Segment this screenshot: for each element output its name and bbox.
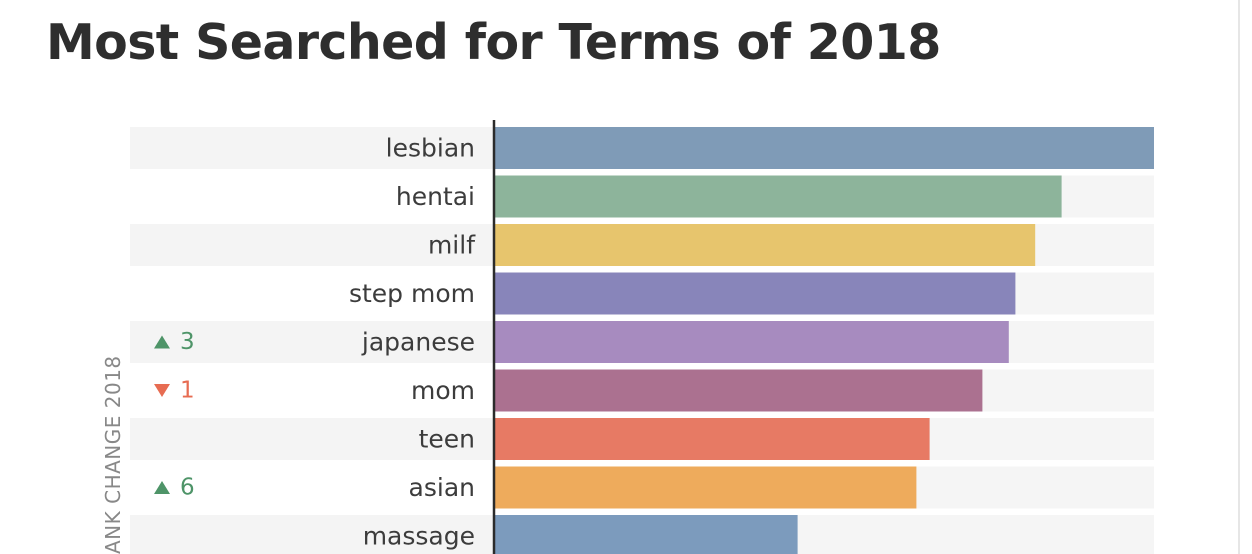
category-labels: lesbian hentai milf step mom japanese mom teen… xyxy=(349,134,476,551)
row-stripe xyxy=(130,321,494,363)
row-stripe xyxy=(130,515,494,554)
bar-hentai xyxy=(494,175,1062,218)
bar-milf xyxy=(494,224,1036,266)
rank-change-value: 3 xyxy=(180,329,195,355)
bar-lesbian xyxy=(494,127,1154,169)
bar-mom xyxy=(494,369,983,412)
triangle-down-icon xyxy=(154,384,170,397)
frame-edge xyxy=(1238,0,1240,554)
category-label: step mom xyxy=(349,279,475,308)
category-label: mom xyxy=(411,376,475,405)
bar-japanese xyxy=(494,321,1009,363)
category-label: hentai xyxy=(396,182,475,211)
bars xyxy=(494,127,1154,554)
row-stripe xyxy=(130,224,494,266)
rank-change-value: 6 xyxy=(180,475,195,501)
triangle-up-icon xyxy=(154,335,170,349)
rank-change-value: 1 xyxy=(180,378,195,404)
bar-asian xyxy=(494,466,917,509)
triangle-up-icon xyxy=(154,481,170,494)
category-label: japanese xyxy=(361,328,475,357)
row-stripes xyxy=(130,127,494,554)
chart-title: Most Searched for Terms of 2018 xyxy=(46,14,941,71)
bar-massage xyxy=(494,515,798,554)
category-label: asian xyxy=(409,473,475,502)
category-label: lesbian xyxy=(386,134,475,163)
category-label: teen xyxy=(419,425,475,454)
bar-teen xyxy=(494,418,930,460)
bar-step-mom xyxy=(494,272,1016,315)
rank-changes: 3 1 6 xyxy=(154,329,195,501)
rank-change-axis-title: ANK CHANGE 2018 xyxy=(101,355,125,554)
row-stripe xyxy=(130,127,494,169)
category-label: massage xyxy=(363,522,475,551)
row-stripe xyxy=(130,418,494,460)
category-label: milf xyxy=(428,231,476,260)
